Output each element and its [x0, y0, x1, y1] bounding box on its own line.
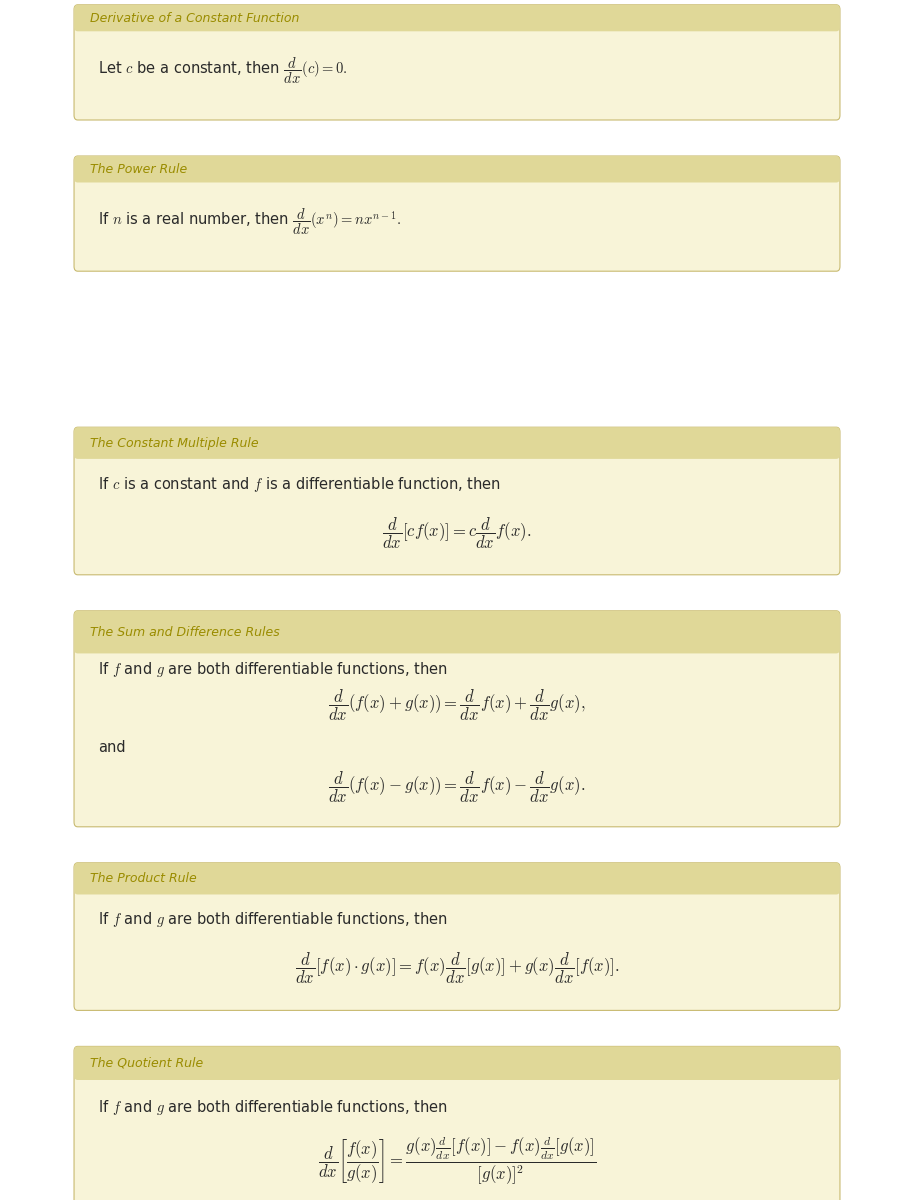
FancyBboxPatch shape: [74, 427, 840, 575]
FancyBboxPatch shape: [74, 156, 840, 182]
FancyBboxPatch shape: [74, 156, 840, 271]
Text: $\dfrac{d}{dx}(f(x) + g(x)) = \dfrac{d}{dx}f(x) + \dfrac{d}{dx}g(x),$: $\dfrac{d}{dx}(f(x) + g(x)) = \dfrac{d}{…: [328, 689, 586, 724]
Text: Let $c$ be a constant, then $\dfrac{d}{dx}(c) = 0.$: Let $c$ be a constant, then $\dfrac{d}{d…: [98, 55, 347, 86]
Text: The Sum and Difference Rules: The Sum and Difference Rules: [90, 625, 281, 638]
FancyBboxPatch shape: [74, 611, 840, 654]
FancyBboxPatch shape: [74, 1046, 840, 1200]
FancyBboxPatch shape: [74, 1046, 840, 1080]
Text: If $f$ and $g$ are both differentiable functions, then: If $f$ and $g$ are both differentiable f…: [98, 660, 448, 679]
Text: $\dfrac{d}{dx}[f(x) \cdot g(x)] = f(x)\dfrac{d}{dx}[g(x)] + g(x)\dfrac{d}{dx}[f(: $\dfrac{d}{dx}[f(x) \cdot g(x)] = f(x)\d…: [294, 950, 620, 986]
Text: Derivative of a Constant Function: Derivative of a Constant Function: [90, 12, 300, 24]
Text: The Constant Multiple Rule: The Constant Multiple Rule: [90, 437, 259, 450]
Text: If $f$ and $g$ are both differentiable functions, then: If $f$ and $g$ are both differentiable f…: [98, 911, 448, 929]
FancyBboxPatch shape: [74, 5, 840, 120]
Text: If $c$ is a constant and $f$ is a differentiable function, then: If $c$ is a constant and $f$ is a differ…: [98, 475, 501, 493]
Text: The Product Rule: The Product Rule: [90, 872, 197, 886]
Text: The Quotient Rule: The Quotient Rule: [90, 1057, 204, 1069]
FancyBboxPatch shape: [74, 863, 840, 1010]
Text: If $n$ is a real number, then $\dfrac{d}{dx}(x^n) = nx^{n-1}.$: If $n$ is a real number, then $\dfrac{d}…: [98, 206, 401, 238]
Text: $\dfrac{d}{dx}(f(x) - g(x)) = \dfrac{d}{dx}f(x) - \dfrac{d}{dx}g(x).$: $\dfrac{d}{dx}(f(x) - g(x)) = \dfrac{d}{…: [328, 769, 586, 805]
Text: The Power Rule: The Power Rule: [90, 163, 187, 175]
Text: If $f$ and $g$ are both differentiable functions, then: If $f$ and $g$ are both differentiable f…: [98, 1098, 448, 1117]
FancyBboxPatch shape: [74, 611, 840, 827]
FancyBboxPatch shape: [74, 5, 840, 31]
Text: and: and: [98, 740, 125, 755]
Text: $\dfrac{d}{dx}\left[\dfrac{f(x)}{g(x)}\right] = \dfrac{g(x)\frac{d}{dx}[f(x)] - : $\dfrac{d}{dx}\left[\dfrac{f(x)}{g(x)}\r…: [318, 1135, 596, 1187]
FancyBboxPatch shape: [74, 427, 840, 458]
FancyBboxPatch shape: [74, 863, 840, 894]
Text: $\dfrac{d}{dx}[cf(x)] = c\dfrac{d}{dx}f(x).$: $\dfrac{d}{dx}[cf(x)] = c\dfrac{d}{dx}f(…: [382, 515, 532, 551]
